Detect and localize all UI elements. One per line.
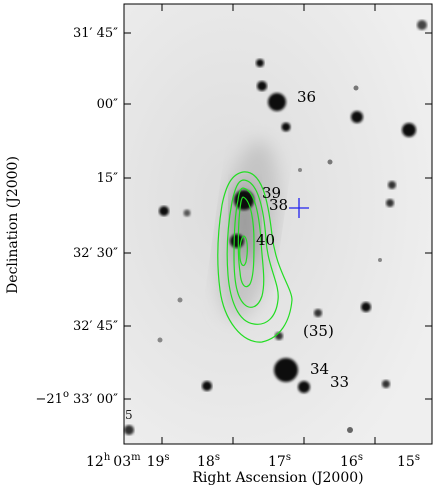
star [347, 427, 353, 433]
x-tick-m: 03 [113, 454, 131, 470]
star [314, 309, 322, 317]
y-tick-label: 32′ 45″ [73, 319, 118, 334]
y-tick-label: 00″ [97, 97, 119, 112]
label-40: 40 [256, 231, 275, 249]
cross-marker [289, 198, 309, 218]
x-tick-label: 18s [197, 452, 220, 470]
x-tick-h: 12 [86, 454, 104, 470]
contour-2 [226, 179, 279, 325]
x-tick-m-unit: m [131, 452, 141, 463]
star [230, 234, 244, 248]
label-36: 36 [297, 88, 316, 106]
image-panel [123, 3, 433, 445]
star [388, 181, 396, 189]
axis-ticks [124, 4, 432, 444]
star [327, 159, 333, 165]
x-tick-s-unit: s [215, 452, 220, 463]
contour-3 [233, 187, 265, 308]
label-39: 39 [262, 184, 281, 202]
star [268, 93, 286, 111]
star [298, 381, 310, 393]
y-tick-label: 32′ 30″ [73, 246, 118, 261]
y-tick-deg: −21 [36, 392, 63, 407]
x-tick-labels: 12h 03m 19s 18s 17s 16s 15s [86, 452, 420, 470]
x-tick-s: 18 [197, 454, 215, 470]
contour-5 [239, 235, 248, 267]
radio-contours [217, 171, 293, 343]
label-38: 38 [269, 196, 288, 214]
y-tick-labels: 31′ 45″ 00″ 15″ 32′ 30″ 32′ 45″ −21o 33′ … [36, 26, 119, 407]
x-tick-s: 17 [268, 454, 286, 470]
x-tick-s-unit: s [286, 452, 291, 463]
x-tick-s: 15 [397, 454, 415, 470]
y-tick-label: 15″ [97, 171, 119, 186]
star [274, 358, 298, 382]
x-tick-label: 15s [397, 452, 420, 470]
star [202, 381, 212, 391]
x-tick-s-unit: s [358, 452, 363, 463]
star [256, 59, 264, 67]
x-tick-label: 12h 03m 19s [86, 452, 170, 470]
x-tick-s-unit: s [415, 452, 420, 463]
star [402, 123, 416, 137]
x-tick-label: 17s [268, 452, 291, 470]
y-tick-deg-unit: o [63, 389, 69, 400]
object-labels: 36 39 38 40 (35) 34 33 5 [125, 88, 349, 422]
star [378, 258, 382, 262]
y-tick-label: −21o 33′ 00″ [36, 389, 119, 407]
x-tick-label: 16s [340, 452, 363, 470]
star [281, 122, 291, 132]
label-35: (35) [303, 322, 334, 340]
star [351, 111, 363, 123]
y-tick-label: 31′ 45″ [73, 26, 118, 41]
x-axis-label: Right Ascension (J2000) [192, 470, 363, 486]
x-tick-s: 19 [147, 454, 165, 470]
x-tick-s-unit: s [164, 452, 169, 463]
star [298, 168, 302, 172]
star [124, 425, 134, 435]
image-border [123, 3, 433, 445]
star [386, 199, 394, 207]
contour-4 [237, 196, 255, 288]
star [382, 380, 390, 388]
x-tick-s: 16 [340, 454, 358, 470]
star [417, 20, 427, 30]
stars [124, 20, 427, 435]
y-axis-label: Declination (J2000) [5, 156, 21, 294]
contour-1 [217, 171, 293, 343]
star [159, 206, 169, 216]
star [353, 85, 359, 91]
label-33: 33 [330, 373, 349, 391]
x-tick-h-unit: h [104, 452, 111, 463]
edge-label: 5 [125, 408, 133, 422]
label-34: 34 [310, 360, 329, 378]
star [361, 302, 371, 312]
star [183, 209, 191, 217]
star [157, 337, 163, 343]
star [257, 81, 267, 91]
y-tick-rest: 33′ 00″ [73, 392, 118, 407]
star [177, 297, 183, 303]
